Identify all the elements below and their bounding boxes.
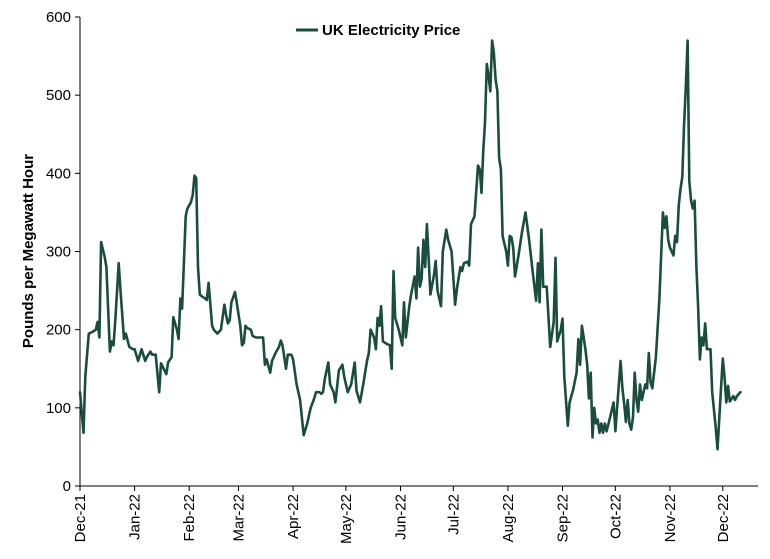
x-tick-label: Sep-22 xyxy=(555,494,572,542)
legend-label: UK Electricity Price xyxy=(322,22,460,39)
y-axis: 0 100 200 300 400 500 600 xyxy=(46,9,81,495)
x-tick-label: Jun-22 xyxy=(393,494,410,540)
x-axis: Dec-21 Jan-22 Feb-22 Mar-22 Apr-22 May-22 Jun-… xyxy=(72,485,758,544)
y-tick-label: 200 xyxy=(46,322,71,339)
y-axis-title: Pounds per Megawatt Hour xyxy=(20,154,37,348)
x-tick-label: Nov-22 xyxy=(662,494,679,542)
x-tick-label: May-22 xyxy=(338,494,355,544)
y-tick-label: 400 xyxy=(46,165,71,182)
y-tick-label: 300 xyxy=(46,244,71,261)
x-tick-label: Jan-22 xyxy=(127,494,144,540)
legend: UK Electricity Price xyxy=(296,22,460,39)
y-tick-label: 600 xyxy=(46,9,71,26)
x-tick-label: Dec-21 xyxy=(72,494,89,542)
x-tick-label: Oct-22 xyxy=(607,494,624,539)
series-group xyxy=(78,39,742,451)
x-tick-label: Jul-22 xyxy=(445,494,462,535)
y-tick-label: 500 xyxy=(46,87,71,104)
y-tick-label: 0 xyxy=(63,478,71,495)
y-tick-label: 100 xyxy=(46,400,71,417)
x-tick-label: Mar-22 xyxy=(230,494,247,542)
x-tick-label: Aug-22 xyxy=(500,494,517,542)
x-tick-label: Apr-22 xyxy=(285,494,302,539)
x-tick-label: Feb-22 xyxy=(181,494,198,542)
x-tick-label: Dec-22 xyxy=(715,494,732,542)
series-line xyxy=(78,39,742,451)
